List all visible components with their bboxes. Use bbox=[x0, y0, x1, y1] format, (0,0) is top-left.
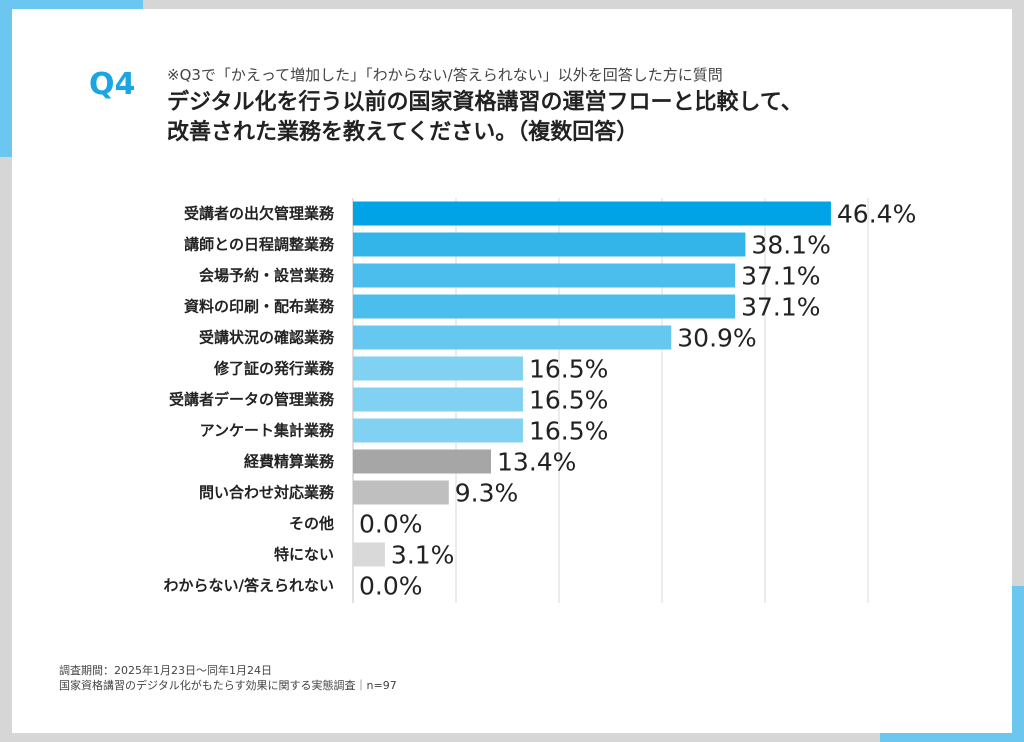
bar bbox=[353, 232, 746, 257]
category-label: 受講状況の確認業務 bbox=[199, 329, 335, 347]
bar bbox=[353, 294, 736, 319]
value-label: 37.1% bbox=[741, 293, 820, 322]
bar bbox=[353, 356, 523, 381]
category-label: 特にない bbox=[274, 546, 334, 564]
value-label: 37.1% bbox=[741, 262, 820, 291]
corner-accent-bottom-right bbox=[880, 733, 1024, 742]
question-title-line-1: デジタル化を行う以前の国家資格講習の運営フローと比較して、 bbox=[167, 90, 803, 115]
value-label: 13.4% bbox=[497, 448, 576, 477]
bar bbox=[353, 263, 736, 288]
category-label: 受講者の出欠管理業務 bbox=[184, 205, 335, 223]
value-label: 16.5% bbox=[529, 355, 608, 384]
value-label: 30.9% bbox=[677, 324, 756, 353]
corner-accent-right bbox=[1012, 586, 1024, 742]
value-label: 16.5% bbox=[529, 386, 608, 415]
survey-name: 国家資格講習のデジタル化がもたらす効果に関する実態調査｜n=97 bbox=[59, 679, 397, 692]
value-label: 0.0% bbox=[359, 572, 423, 601]
value-label: 16.5% bbox=[529, 417, 608, 446]
category-label: 経費精算業務 bbox=[244, 453, 335, 471]
bar bbox=[353, 325, 672, 350]
category-label: 修了証の発行業務 bbox=[213, 360, 335, 378]
category-label: その他 bbox=[289, 515, 334, 533]
bar bbox=[353, 418, 523, 443]
category-label: アンケート集計業務 bbox=[200, 422, 335, 440]
bar bbox=[353, 480, 449, 505]
value-label: 9.3% bbox=[455, 479, 519, 508]
bar bbox=[353, 387, 523, 412]
survey-period: 調査期間：2025年1月23日〜同年1月24日 bbox=[59, 664, 272, 677]
category-label: 問い合わせ対応業務 bbox=[199, 484, 335, 502]
corner-accent-left bbox=[0, 0, 12, 157]
bar bbox=[353, 542, 385, 567]
category-label: 受講者データの管理業務 bbox=[169, 391, 335, 409]
category-label: わからない/答えられない bbox=[164, 577, 334, 595]
value-label: 0.0% bbox=[359, 510, 423, 539]
bar bbox=[353, 449, 492, 474]
footer: 調査期間：2025年1月23日〜同年1月24日 国家資格講習のデジタル化がもたら… bbox=[59, 663, 397, 693]
bar bbox=[353, 201, 831, 226]
value-label: 38.1% bbox=[751, 231, 830, 260]
category-label: 会場予約・設営業務 bbox=[199, 267, 335, 285]
question-note: ※Q3で「かえって増加した」「わからない/答えられない」以外を回答した方に質問 bbox=[167, 66, 723, 84]
question-number: Q4 bbox=[89, 67, 136, 102]
value-label: 46.4% bbox=[837, 200, 916, 229]
category-label: 講師との日程調整業務 bbox=[184, 236, 335, 254]
corner-accent-top-left bbox=[0, 0, 143, 9]
question-title-line-2: 改善された業務を教えてください。（複数回答） bbox=[167, 120, 639, 145]
category-label: 資料の印刷・配布業務 bbox=[184, 298, 335, 316]
value-label: 3.1% bbox=[391, 541, 455, 570]
question-title: デジタル化を行う以前の国家資格講習の運営フローと比較して、 改善された業務を教え… bbox=[167, 88, 887, 148]
